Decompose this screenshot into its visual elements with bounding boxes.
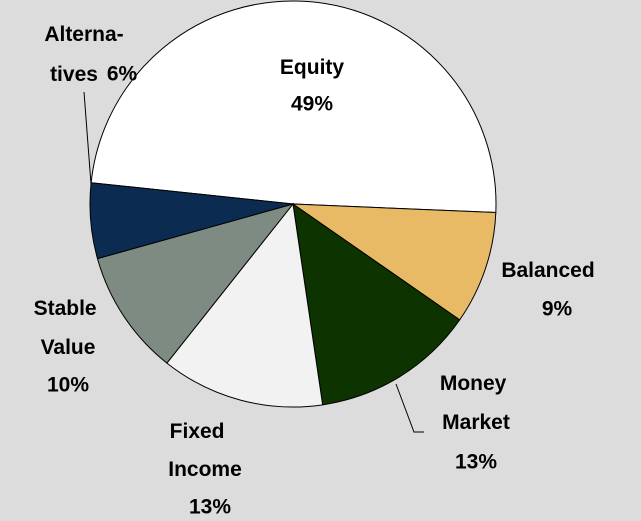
category-label: Balanced (501, 259, 594, 282)
value-label: 13% (189, 496, 231, 519)
pie-slice (90, 0, 497, 214)
label-line: Money (440, 372, 512, 395)
value-label: 9% (542, 298, 573, 321)
pie-slice (292, 202, 461, 406)
category-label: Money Market (440, 372, 512, 434)
leader-line (395, 383, 424, 433)
label-line: Balanced (501, 259, 594, 282)
value-label: 6% (107, 63, 138, 86)
label-line: Stable (34, 297, 103, 320)
pie-slice (291, 203, 497, 321)
pie-slice (96, 203, 295, 364)
leader-line (83, 91, 92, 185)
label-line: Equity (280, 56, 344, 79)
label-line: Value (41, 336, 96, 359)
label-line: Alterna- (44, 23, 123, 46)
label-line: Market (442, 411, 510, 434)
pie-slice (166, 202, 324, 408)
value-label: 10% (47, 374, 89, 397)
label-line: Fixed (170, 420, 231, 443)
category-label: Stable Value (34, 297, 103, 359)
label-line: Income (168, 458, 242, 481)
value-label: 49% (291, 93, 333, 116)
category-label: Equity (280, 56, 344, 79)
category-label: Alterna-tives (44, 23, 123, 86)
category-label: Fixed Income (168, 420, 242, 481)
label-line: tives (50, 63, 98, 86)
value-label: 13% (455, 451, 497, 474)
